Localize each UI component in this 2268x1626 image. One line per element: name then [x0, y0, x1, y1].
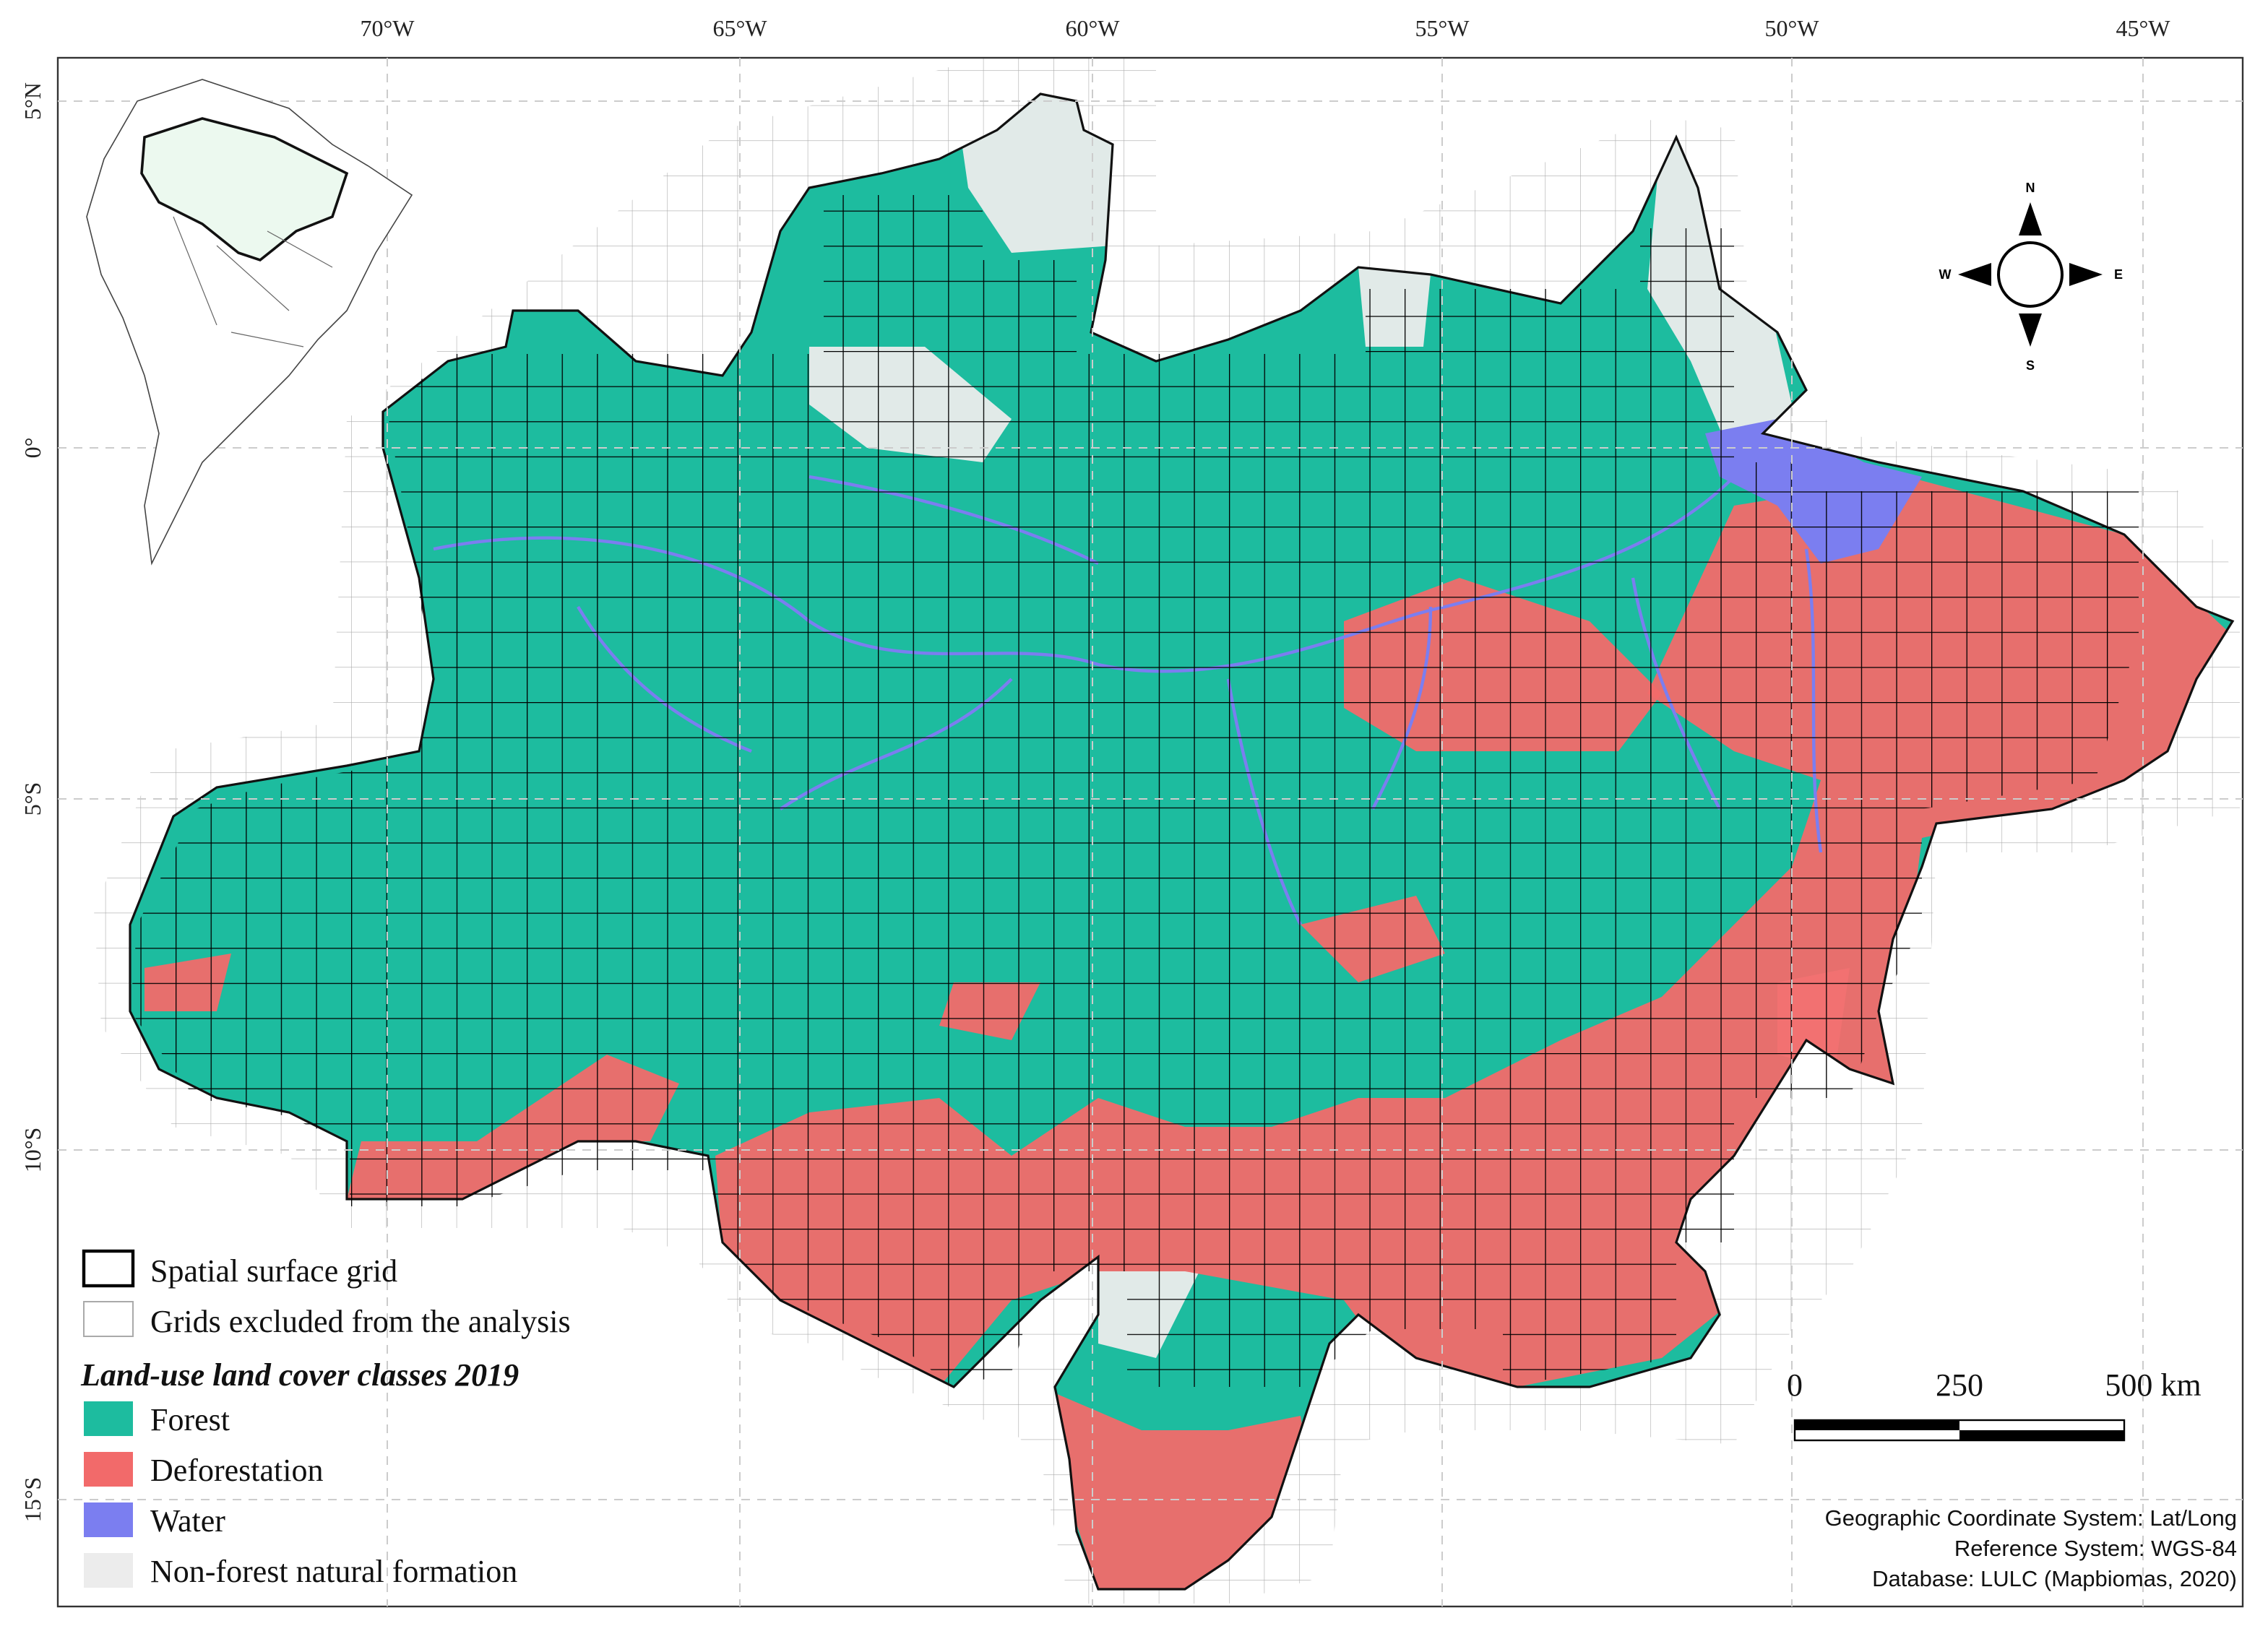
compass: N E S W — [1939, 181, 2123, 373]
compass-n: N — [2026, 181, 2035, 195]
legend-swatch — [84, 1553, 133, 1588]
legend-swatch — [84, 1502, 133, 1537]
lon-label: 70°W — [361, 15, 415, 41]
credit-line: Database: LULC (Mapbiomas, 2020) — [1872, 1566, 2237, 1591]
scale-label: 250 — [1936, 1367, 1983, 1403]
legend-label: Deforestation — [150, 1453, 323, 1488]
lon-label: 50°W — [1765, 15, 1820, 41]
legend-swatch — [84, 1401, 133, 1436]
lat-label: 15°S — [20, 1477, 46, 1523]
lon-label: 60°W — [1066, 15, 1121, 41]
lat-label: 0° — [20, 438, 46, 459]
legend-title: Land-use land cover classes 2019 — [80, 1357, 519, 1393]
amazon-outline — [129, 92, 2235, 1591]
compass-w: W — [1939, 267, 1952, 282]
scale-label: 500 km — [2105, 1367, 2201, 1403]
graticule — [58, 58, 2243, 1606]
lat-label: 5°S — [20, 782, 46, 816]
credit-line: Reference System: WGS-84 — [1954, 1536, 2237, 1561]
legend-label: Non-forest natural formation — [150, 1554, 517, 1589]
scale-bar: 0 250 500 km — [1787, 1367, 2202, 1442]
lat-label: 5°N — [20, 82, 46, 120]
compass-s: S — [2026, 358, 2035, 373]
lon-label: 45°W — [2116, 15, 2171, 41]
legend-grid-item: Grids excluded from the analysis — [150, 1304, 571, 1339]
compass-e: E — [2114, 267, 2123, 282]
lon-label: 55°W — [1415, 15, 1470, 41]
lon-label: 65°W — [713, 15, 768, 41]
legend-grid-item: Spatial surface grid — [150, 1253, 397, 1289]
latitude-labels: 5°N 0° 5°S 10°S 15°S — [20, 82, 46, 1522]
deforestation-area — [1040, 1387, 1315, 1589]
credits: Geographic Coordinate System: Lat/Long R… — [1825, 1505, 2237, 1591]
legend: Spatial surface grid Grids excluded from… — [80, 1249, 571, 1589]
credit-line: Geographic Coordinate System: Lat/Long — [1825, 1505, 2237, 1531]
inset-map — [86, 79, 413, 566]
lat-label: 10°S — [20, 1128, 46, 1173]
longitude-labels: 70°W 65°W 60°W 55°W 50°W 45°W — [361, 15, 2171, 41]
legend-label: Forest — [150, 1402, 230, 1437]
legend-label: Water — [150, 1503, 225, 1539]
scale-label: 0 — [1787, 1367, 1803, 1403]
legend-swatch — [84, 1452, 133, 1487]
map-frame — [56, 56, 2244, 1608]
